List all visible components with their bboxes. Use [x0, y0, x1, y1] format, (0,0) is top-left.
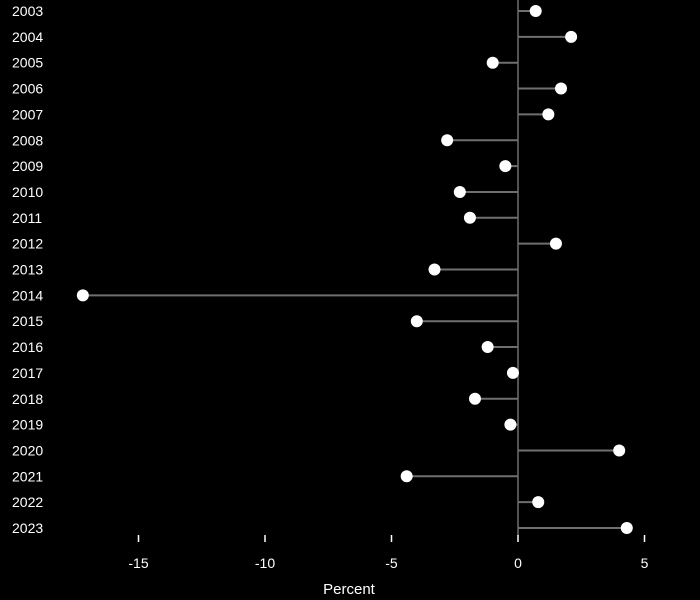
marker-2021 [400, 470, 413, 483]
marker-2011 [463, 211, 476, 224]
x-tick-label: 0 [514, 555, 522, 571]
y-label-2012: 2012 [12, 236, 43, 252]
x-tick-label: -5 [385, 555, 398, 571]
stems-layer [82, 10, 627, 529]
marker-2019 [504, 418, 517, 431]
y-label-2008: 2008 [12, 132, 43, 148]
y-label-2014: 2014 [12, 287, 43, 303]
marker-2012 [549, 237, 562, 250]
marker-2008 [441, 134, 454, 147]
marker-2022 [532, 496, 545, 509]
y-label-2011: 2011 [12, 210, 42, 226]
y-label-2005: 2005 [12, 55, 43, 71]
y-label-2023: 2023 [12, 520, 43, 536]
marker-2004 [565, 30, 578, 43]
y-label-2003: 2003 [12, 3, 43, 19]
marker-2007 [542, 108, 555, 121]
marker-2018 [468, 392, 481, 405]
marker-2023 [620, 522, 633, 534]
marker-2014 [76, 289, 89, 302]
y-label-2013: 2013 [12, 262, 43, 278]
y-label-2017: 2017 [12, 365, 43, 381]
x-tick-label: -10 [255, 555, 275, 571]
y-label-2022: 2022 [12, 494, 43, 510]
marker-2015 [410, 315, 423, 328]
x-tick-label: -15 [128, 555, 148, 571]
y-label-2019: 2019 [12, 417, 43, 433]
markers-layer [76, 5, 633, 534]
y-axis-labels: 2003 2004 2005 2006 2007 2008 2009 2010 2011 2012… [12, 3, 43, 536]
y-label-2018: 2018 [12, 391, 43, 407]
y-label-2021: 2021 [12, 468, 43, 484]
x-tick-label: 5 [641, 555, 649, 571]
marker-2020 [613, 444, 626, 457]
y-label-2020: 2020 [12, 442, 43, 458]
marker-2006 [555, 82, 568, 95]
y-label-2004: 2004 [12, 29, 43, 45]
marker-2009 [499, 160, 512, 173]
y-label-2015: 2015 [12, 313, 43, 329]
marker-2016 [481, 341, 494, 354]
x-axis-ticks: -15 -10 -5 0 5 [128, 535, 649, 571]
marker-2013 [428, 263, 441, 276]
marker-2010 [453, 185, 466, 198]
x-axis-label: Percent [323, 581, 376, 598]
marker-2005 [486, 56, 499, 69]
y-label-2006: 2006 [12, 81, 43, 97]
marker-2003 [529, 5, 542, 17]
y-label-2009: 2009 [12, 158, 43, 174]
y-label-2010: 2010 [12, 184, 43, 200]
marker-2017 [506, 366, 519, 379]
y-label-2016: 2016 [12, 339, 43, 355]
y-label-2007: 2007 [12, 106, 43, 122]
